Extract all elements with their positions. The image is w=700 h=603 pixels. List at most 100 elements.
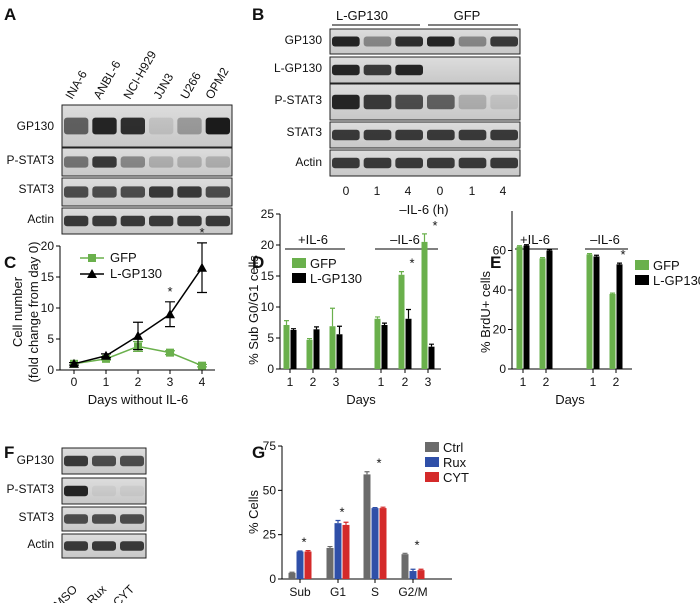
bar — [371, 508, 379, 579]
x-tick-label: 2 — [613, 375, 620, 389]
band — [363, 94, 392, 110]
band — [120, 117, 145, 135]
band — [149, 186, 174, 198]
error-bar — [594, 254, 599, 257]
x-axis-label: –IL-6 (h) — [399, 202, 448, 217]
significance-star: * — [199, 225, 204, 240]
error-bar — [410, 568, 416, 572]
bar — [405, 318, 412, 369]
row-label: P-STAT3 — [6, 153, 54, 167]
blot-strip — [329, 121, 521, 149]
band — [395, 129, 423, 141]
error-bar — [406, 308, 411, 319]
panel-label-a: A — [4, 5, 16, 24]
bar — [296, 551, 304, 579]
band — [177, 156, 202, 168]
bar — [616, 264, 623, 369]
band — [92, 541, 116, 551]
panel-label-b: B — [252, 5, 264, 24]
y-tick-label: 20 — [41, 239, 55, 253]
x-tick-label: G2/M — [398, 585, 427, 599]
band — [363, 157, 392, 169]
row-label: GP130 — [17, 453, 55, 467]
x-tick-label: G1 — [330, 585, 346, 599]
bar — [379, 508, 387, 579]
legend-swatch — [635, 260, 649, 270]
band — [458, 94, 487, 110]
error-bar — [307, 338, 312, 340]
band — [64, 186, 89, 198]
band — [120, 455, 144, 467]
band — [205, 215, 230, 227]
data-point — [69, 358, 79, 368]
row-label: P-STAT3 — [6, 482, 54, 496]
legend-label: GFP — [110, 250, 137, 265]
band — [64, 485, 88, 497]
blot-strip — [61, 104, 233, 148]
error-bar — [335, 519, 341, 524]
error-bar — [327, 545, 333, 548]
row-label: L-GP130 — [274, 61, 322, 75]
error-bar — [343, 521, 349, 525]
x-axis-label: Days — [346, 392, 376, 407]
blot-strip — [61, 147, 233, 177]
band — [120, 541, 144, 551]
x-tick-label: 3 — [333, 375, 340, 389]
x-tick-label: 1 — [520, 375, 527, 389]
x-tick-label: Sub — [289, 585, 311, 599]
legend-label: L-GP130 — [653, 273, 700, 288]
y-tick-label: 20 — [261, 238, 275, 252]
bar — [363, 474, 371, 579]
legend-label: Ctrl — [443, 440, 463, 455]
row-label: STAT3 — [18, 182, 54, 196]
band — [92, 455, 116, 467]
band — [490, 129, 518, 141]
group-label: L-GP130 — [336, 8, 388, 23]
band — [490, 157, 518, 169]
bar — [401, 554, 409, 579]
group-label: –IL-6 — [590, 232, 620, 247]
band — [332, 36, 360, 47]
panel-label-e: E — [490, 253, 501, 272]
x-tick-label: 2 — [135, 375, 142, 389]
blot-a: INA-6 ANBL-6 NCI-H929 JJN3 U266 OPM2 GP1… — [6, 48, 233, 235]
band — [92, 215, 117, 227]
blot-strip — [329, 56, 521, 84]
row-label: Actin — [27, 212, 54, 226]
row-label: GP130 — [17, 119, 55, 133]
bar — [283, 324, 290, 369]
band — [120, 215, 145, 227]
lane-label: JJN3 — [150, 71, 176, 102]
lane-label: 0 — [343, 184, 350, 198]
band — [395, 94, 423, 110]
band — [64, 215, 89, 227]
error-bar — [418, 568, 424, 571]
x-tick-label: 1 — [378, 375, 385, 389]
y-tick-label: 15 — [41, 270, 55, 284]
band — [427, 129, 455, 141]
error-bar — [429, 343, 434, 347]
lane-label: CYT — [110, 582, 137, 603]
band — [363, 129, 392, 141]
error-bar — [610, 292, 615, 294]
x-tick-label: 4 — [199, 375, 206, 389]
band — [149, 215, 174, 227]
significance-star: * — [620, 247, 625, 262]
band — [363, 36, 392, 47]
band — [332, 94, 360, 110]
band — [120, 156, 145, 168]
y-tick-label: 5 — [47, 332, 54, 346]
error-bar — [587, 253, 592, 255]
x-tick-label: 1 — [590, 375, 597, 389]
blot-strip — [329, 83, 521, 121]
band — [458, 36, 487, 47]
lane-label: DMSO — [45, 582, 80, 603]
error-bar — [284, 320, 289, 325]
data-point — [166, 348, 174, 357]
lane-label: U266 — [177, 69, 204, 101]
bar — [609, 293, 616, 369]
lane-label: INA-6 — [62, 68, 90, 102]
error-bar — [330, 307, 335, 327]
x-tick-label: 0 — [71, 375, 78, 389]
y-axis-label: % BrdU+ cells — [478, 271, 493, 353]
